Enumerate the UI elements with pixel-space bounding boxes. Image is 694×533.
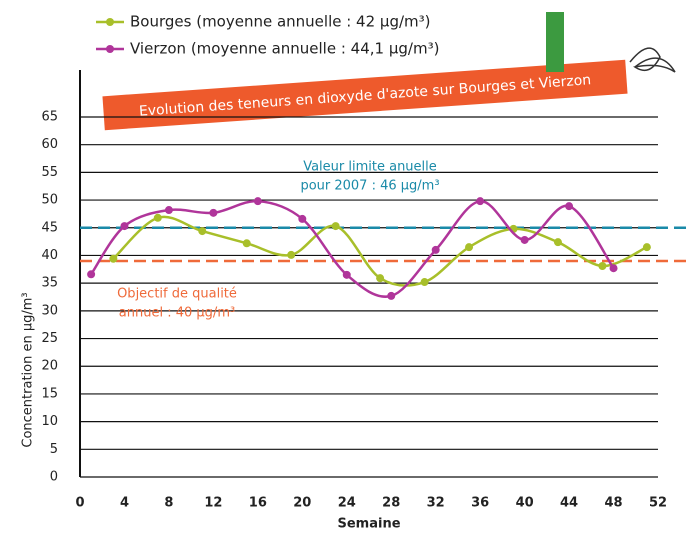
data-point — [87, 270, 96, 279]
clip — [546, 12, 564, 72]
x-tick-label: 0 — [75, 496, 84, 511]
data-point — [553, 238, 562, 247]
y-tick-label: 60 — [41, 137, 58, 152]
data-point — [476, 197, 485, 206]
x-tick-label: 8 — [164, 496, 173, 511]
data-point — [109, 254, 118, 263]
x-axis-label: Semaine — [337, 517, 400, 532]
data-point — [642, 243, 651, 252]
legend-marker — [106, 45, 114, 53]
y-tick-label: 20 — [41, 359, 58, 374]
y-tick-label: 55 — [41, 165, 58, 180]
y-tick-label: 35 — [41, 276, 58, 291]
data-point — [287, 250, 296, 259]
x-tick-label: 32 — [427, 496, 445, 511]
series-line — [90, 199, 615, 298]
data-point — [520, 235, 529, 244]
ribbon — [629, 47, 676, 73]
x-tick-label: 52 — [649, 496, 667, 511]
legend-marker — [106, 18, 114, 26]
y-tick-label: 25 — [41, 331, 58, 346]
x-tick-label: 20 — [293, 496, 311, 511]
y-tick-label: 10 — [41, 414, 58, 429]
data-point — [198, 227, 207, 236]
y-tick-label: 65 — [41, 110, 58, 125]
y-tick-label: 15 — [41, 386, 58, 401]
data-point — [209, 208, 218, 217]
data-point — [331, 222, 340, 231]
y-tick-label: 5 — [50, 442, 58, 457]
x-tick-label: 44 — [560, 496, 578, 511]
x-tick-label: 4 — [120, 496, 129, 511]
reference-label: Valeur limite anuelle — [303, 160, 437, 175]
reference-label: pour 2007 : 46 µg/m³ — [300, 179, 439, 194]
data-point — [153, 213, 162, 222]
data-point — [609, 264, 618, 273]
x-tick-label: 16 — [249, 496, 267, 511]
legend-label: Vierzon (moyenne annuelle : 44,1 µg/m³) — [130, 40, 439, 58]
x-tick-label: 28 — [382, 496, 400, 511]
y-tick-label: 50 — [41, 193, 58, 208]
data-point — [164, 206, 173, 215]
reference-label: Objectif de qualité — [117, 287, 237, 302]
banner — [102, 59, 628, 131]
x-tick-label: 40 — [516, 496, 534, 511]
data-point — [420, 278, 429, 287]
x-tick-label: 48 — [604, 496, 622, 511]
data-point — [465, 243, 474, 252]
data-point — [120, 222, 129, 231]
legend-label: Bourges (moyenne annuelle : 42 µg/m³) — [130, 13, 431, 31]
y-tick-label: 30 — [41, 303, 58, 318]
data-point — [376, 274, 385, 283]
y-tick-label: 45 — [41, 220, 58, 235]
data-point — [342, 270, 351, 279]
data-point — [298, 214, 307, 223]
x-tick-label: 36 — [471, 496, 489, 511]
x-tick-label: 24 — [338, 496, 356, 511]
y-tick-label: 0 — [50, 470, 58, 485]
data-point — [387, 291, 396, 300]
y-axis-label: Concentration en µg/m³ — [21, 292, 36, 447]
data-point — [253, 197, 262, 206]
x-tick-label: 12 — [204, 496, 222, 511]
data-point — [242, 239, 251, 248]
data-point — [598, 261, 607, 270]
data-point — [565, 202, 574, 211]
y-tick-label: 40 — [41, 248, 58, 263]
reference-label: annuel : 40 µg/m³ — [119, 306, 235, 321]
data-point — [431, 245, 440, 254]
